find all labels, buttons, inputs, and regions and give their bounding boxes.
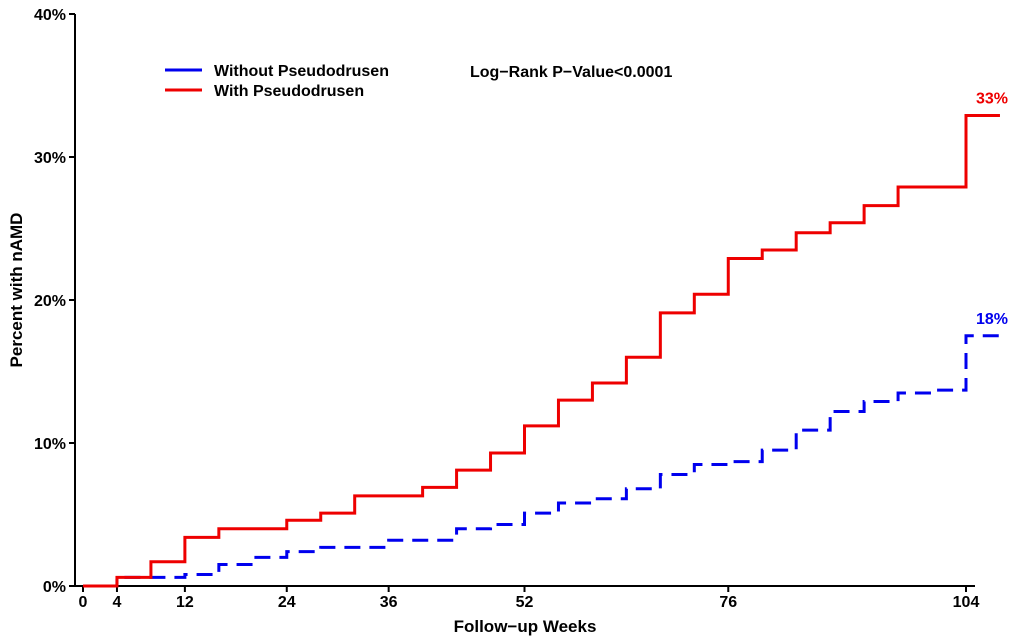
chart-axes	[74, 14, 975, 587]
x-tick-label: 36	[380, 594, 398, 611]
y-tick-label: 0%	[43, 579, 66, 596]
y-tick-label: 40%	[34, 7, 66, 24]
x-tick-label: 0	[79, 594, 88, 611]
series-line-without-pseudodrusen	[83, 334, 1000, 588]
pvalue-annotation: Log−Rank P−Value<0.0001	[470, 64, 672, 81]
y-tick-label: 20%	[34, 293, 66, 310]
chart-ticks: 0 4 12 24 36 52 76 104 0% 10% 20% 30% 40%	[34, 7, 979, 611]
end-value-label-without-pseudodrusen: 18%	[976, 311, 1008, 328]
x-axis-label: Follow−up Weeks	[454, 617, 597, 636]
legend-label-with-pseudodrusen: With Pseudodrusen	[214, 83, 364, 100]
x-tick-label: 76	[719, 594, 737, 611]
x-tick-label: 12	[176, 594, 194, 611]
x-tick-label: 4	[113, 594, 122, 611]
x-tick-label: 24	[278, 594, 296, 611]
y-tick-label: 10%	[34, 436, 66, 453]
end-value-label-with-pseudodrusen: 33%	[976, 91, 1008, 108]
y-tick-label: 30%	[34, 150, 66, 167]
series-line-with-pseudodrusen	[83, 114, 1000, 588]
y-axis-label: Percent with nAMD	[7, 213, 26, 368]
chart-series: 18% 33%	[83, 91, 1008, 588]
x-tick-label: 52	[516, 594, 534, 611]
x-tick-label: 104	[953, 594, 980, 611]
legend-label-without-pseudodrusen: Without Pseudodrusen	[214, 63, 389, 80]
chart-legend: Without Pseudodrusen With Pseudodrusen	[165, 63, 389, 100]
